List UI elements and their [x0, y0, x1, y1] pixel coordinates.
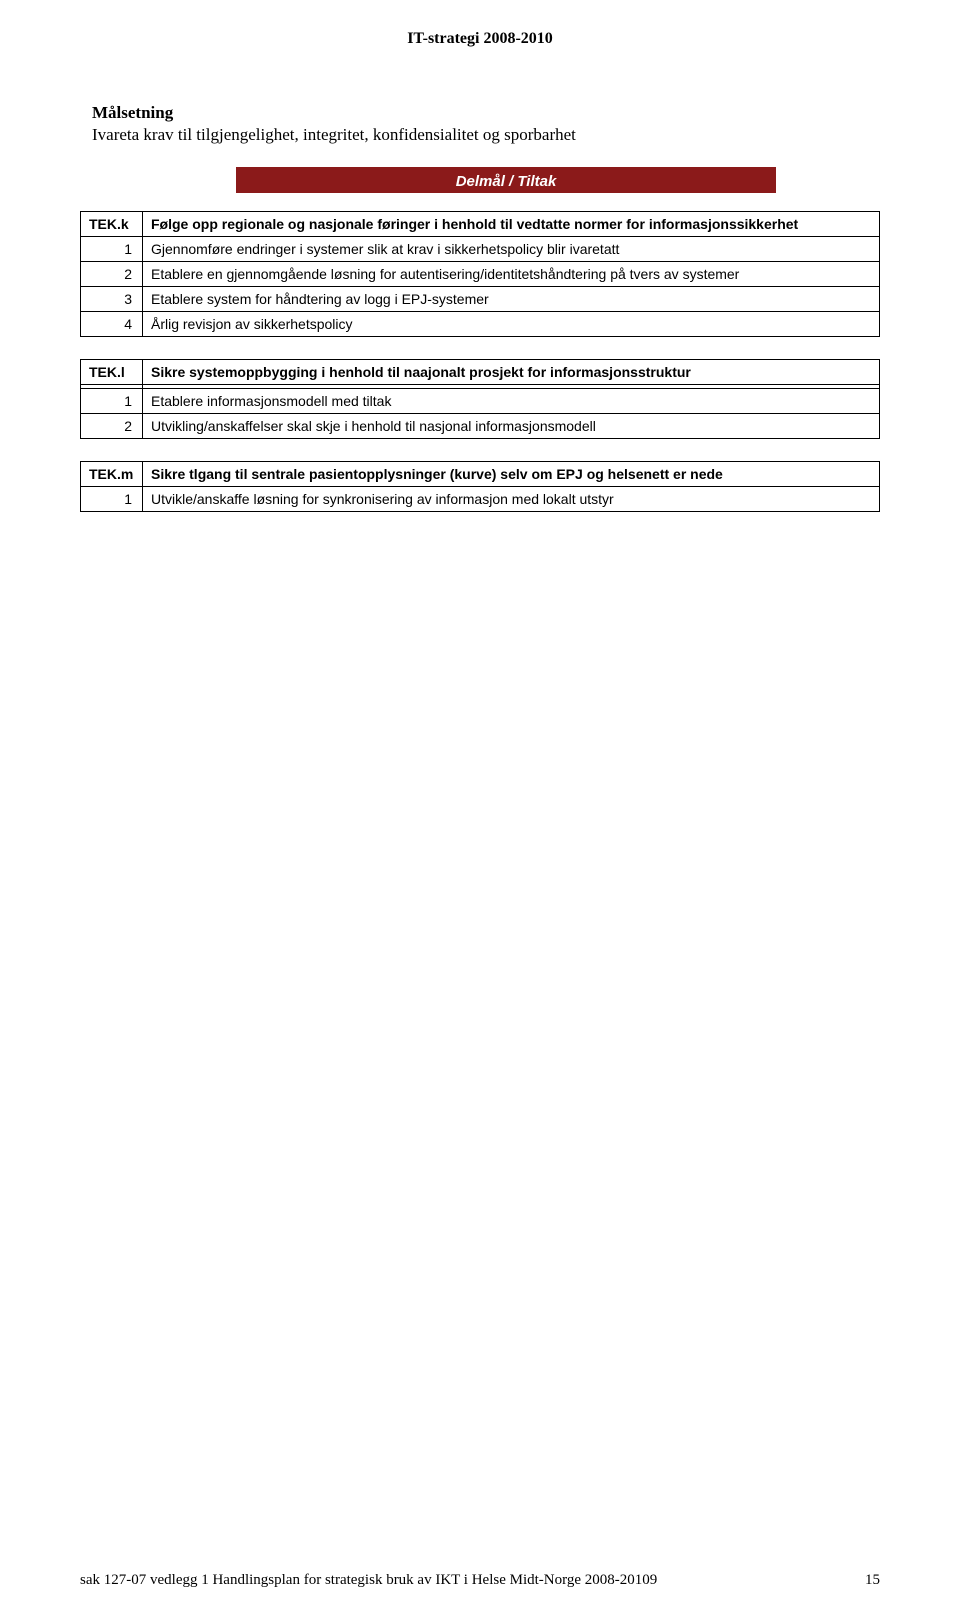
goal-table-tek-k: TEK.k Følge opp regionale og nasjonale f… — [80, 211, 880, 337]
table-header-row: TEK.l Sikre systemoppbygging i henhold t… — [81, 360, 880, 385]
row-number: 3 — [81, 287, 143, 312]
table-header-row: TEK.k Følge opp regionale og nasjonale f… — [81, 212, 880, 237]
row-number: 1 — [81, 237, 143, 262]
goal-code: TEK.m — [81, 462, 143, 487]
row-text: Etablere informasjonsmodell med tiltak — [143, 389, 880, 414]
table-row: 2 Utvikling/anskaffelser skal skje i hen… — [81, 414, 880, 439]
goal-title: Sikre tlgang til sentrale pasientopplysn… — [143, 462, 880, 487]
row-number: 2 — [81, 262, 143, 287]
row-number: 1 — [81, 487, 143, 512]
page-footer: sak 127-07 vedlegg 1 Handlingsplan for s… — [80, 1572, 880, 1589]
table-row: 4 Årlig revisjon av sikkerhetspolicy — [81, 312, 880, 337]
row-number: 2 — [81, 414, 143, 439]
goal-code: TEK.k — [81, 212, 143, 237]
goal-title: Følge opp regionale og nasjonale føringe… — [143, 212, 880, 237]
goal-title: Sikre systemoppbygging i henhold til naa… — [143, 360, 880, 385]
row-text: Utvikle/anskaffe løsning for synkroniser… — [143, 487, 880, 512]
document-page: IT-strategi 2008-2010 Målsetning Ivareta… — [0, 0, 960, 1619]
document-header: IT-strategi 2008-2010 — [80, 30, 880, 48]
row-number: 1 — [81, 389, 143, 414]
row-text: Etablere system for håndtering av logg i… — [143, 287, 880, 312]
page-number: 15 — [865, 1572, 880, 1589]
table-row: 1 Gjennomføre endringer i systemer slik … — [81, 237, 880, 262]
goal-code: TEK.l — [81, 360, 143, 385]
table-row: 3 Etablere system for håndtering av logg… — [81, 287, 880, 312]
section-title: Målsetning — [92, 103, 880, 123]
row-text: Gjennomføre endringer i systemer slik at… — [143, 237, 880, 262]
goal-table-tek-m: TEK.m Sikre tlgang til sentrale pasiento… — [80, 461, 880, 512]
row-text: Etablere en gjennomgående løsning for au… — [143, 262, 880, 287]
row-text: Utvikling/anskaffelser skal skje i henho… — [143, 414, 880, 439]
subgoal-banner: Delmål / Tiltak — [236, 167, 776, 193]
section-description: Ivareta krav til tilgjengelighet, integr… — [92, 125, 880, 145]
table-header-row: TEK.m Sikre tlgang til sentrale pasiento… — [81, 462, 880, 487]
footer-text: sak 127-07 vedlegg 1 Handlingsplan for s… — [80, 1572, 657, 1589]
table-row: 2 Etablere en gjennomgående løsning for … — [81, 262, 880, 287]
table-row: 1 Etablere informasjonsmodell med tiltak — [81, 389, 880, 414]
table-row: 1 Utvikle/anskaffe løsning for synkronis… — [81, 487, 880, 512]
row-text: Årlig revisjon av sikkerhetspolicy — [143, 312, 880, 337]
row-number: 4 — [81, 312, 143, 337]
goal-table-tek-l: TEK.l Sikre systemoppbygging i henhold t… — [80, 359, 880, 439]
